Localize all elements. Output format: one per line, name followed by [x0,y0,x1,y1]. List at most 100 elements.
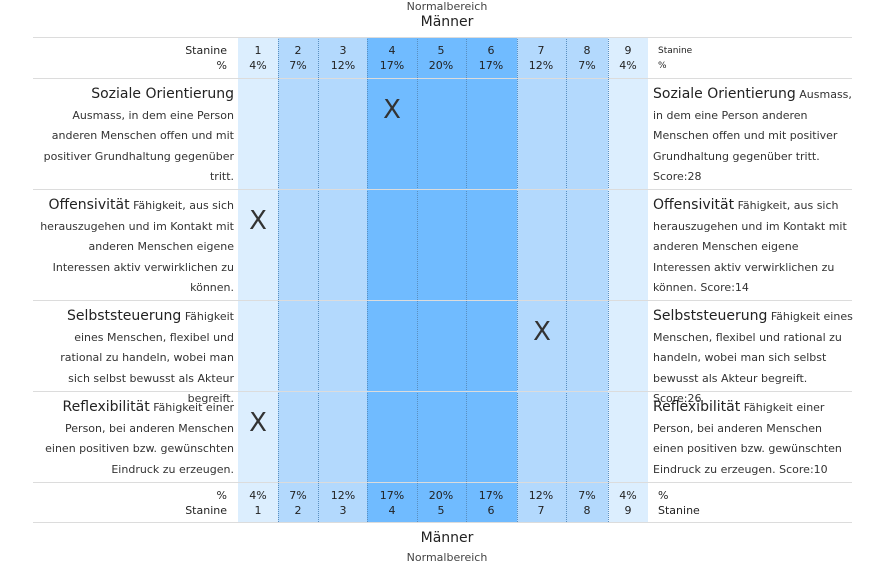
stanine-9: 9 [624,504,632,517]
stanine-1: 1 [254,504,262,517]
band-divider [318,37,319,522]
dimension-score: Score:28 [653,170,702,183]
percent-5: 20% [428,489,454,502]
percent-2: 7% [289,59,307,72]
stanine-7: 7 [537,44,545,57]
row-divider [33,37,852,38]
band-divider [278,37,279,522]
stanine-8: 8 [583,44,591,57]
dimension-score: Score:26 [653,392,702,405]
percent-9: 4% [619,489,637,502]
band-divider [608,37,609,522]
dimension-text: Fähigkeit einer Person, bei anderen Mens… [653,401,842,476]
stanine-1: 1 [254,44,262,57]
percent-6: 17% [478,59,504,72]
percent-7: 12% [528,489,554,502]
dimension-text: Fähigkeit eines Menschen, flexibel und r… [653,310,853,385]
stanine-2: 2 [294,44,302,57]
band-stanine-8 [566,37,608,522]
dimension-description-right: Reflexibilität Fähigkeit einer Person, b… [653,397,853,480]
percent-7: 12% [528,59,554,72]
stanine-5: 5 [437,504,445,517]
band-stanine-1 [238,37,278,522]
percent-8: 7% [578,489,596,502]
stanine-label-right: Stanine [658,504,700,517]
band-stanine-7 [517,37,566,522]
dimension-description-left: Soziale Orientierung Ausmass, in dem ein… [38,84,234,188]
percent-label-right: % [658,489,669,502]
percent-4: 17% [379,489,405,502]
dimension-score: Score:14 [700,281,749,294]
band-divider [417,37,418,522]
stanine-label-right: Stanine [658,46,693,56]
percent-label-right: % [658,61,667,71]
stanine-6: 6 [487,44,495,57]
band-stanine-6 [466,37,517,522]
row-divider [33,391,852,392]
row-divider [33,522,852,523]
normalbereich-label-top: Normalbereich [406,0,488,13]
percent-3: 12% [330,59,356,72]
percent-3: 12% [330,489,356,502]
stanine-4: 4 [388,44,396,57]
row-divider [33,78,852,79]
dimension-title: Soziale Orientierung [91,86,234,102]
stanine-label: Stanine [185,504,227,517]
dimension-score: Score:10 [779,462,828,476]
dimension-description-left: Offensivität Fähigkeit, aus sich herausz… [38,195,234,299]
dimension-text: Ausmass, in dem eine Person anderen Mens… [653,88,852,163]
stanine-6: 6 [487,504,495,517]
percent-1: 4% [249,489,267,502]
band-divider [566,37,567,522]
dimension-title: Reflexibilität [653,399,741,415]
row-divider [33,300,852,301]
stanine-9: 9 [624,44,632,57]
band-stanine-9 [608,37,648,522]
row-divider [33,482,852,483]
dimension-text: Fähigkeit, aus sich herauszugehen und im… [40,199,234,294]
dimension-description-left: Selbststeuerung Fähigkeit eines Menschen… [38,306,234,410]
percent-2: 7% [289,489,307,502]
dimension-text: Fähigkeit einer Person, bei anderen Mens… [45,401,234,476]
stanine-3: 3 [339,504,347,517]
band-divider [517,37,518,522]
dimension-text: Fähigkeit eines Menschen, flexibel und r… [60,310,234,405]
stanine-3: 3 [339,44,347,57]
percent-label: % [216,489,227,502]
dimension-title: Offensivität [48,197,130,213]
score-mark: X [383,95,401,125]
band-divider [367,37,368,522]
dimension-text: Ausmass, in dem eine Person anderen Mens… [43,108,234,184]
score-mark: X [249,206,267,236]
normalbereich-label-bottom: Normalbereich [406,551,488,564]
stanine-5: 5 [437,44,445,57]
percent-label: % [216,59,227,72]
band-stanine-4 [367,37,417,522]
stanine-2: 2 [294,504,302,517]
band-stanine-2 [278,37,318,522]
dimension-title: Soziale Orientierung [653,86,796,102]
percent-1: 4% [249,59,267,72]
dimension-description-right: Selbststeuerung Fähigkeit eines Menschen… [653,306,853,410]
score-mark: X [249,408,267,438]
stanine-7: 7 [537,504,545,517]
band-stanine-3 [318,37,367,522]
dimension-description-right: Soziale Orientierung Ausmass, in dem ein… [653,84,853,188]
dimension-description-left: Reflexibilität Fähigkeit einer Person, b… [38,397,234,480]
percent-6: 17% [478,489,504,502]
band-stanine-5 [417,37,466,522]
score-mark: X [533,317,551,347]
dimension-description-right: Offensivität Fähigkeit, aus sich herausz… [653,195,853,299]
group-label-bottom: Männer [420,530,474,546]
percent-9: 4% [619,59,637,72]
dimension-title: Selbststeuerung [653,308,768,324]
percent-8: 7% [578,59,596,72]
stanine-4: 4 [388,504,396,517]
dimension-title: Reflexibilität [62,399,150,415]
percent-4: 17% [379,59,405,72]
stanine-8: 8 [583,504,591,517]
dimension-text: Fähigkeit, aus sich herauszugehen und im… [653,199,847,294]
percent-5: 20% [428,59,454,72]
dimension-title: Selbststeuerung [66,308,182,324]
dimension-title: Offensivität [653,197,735,213]
